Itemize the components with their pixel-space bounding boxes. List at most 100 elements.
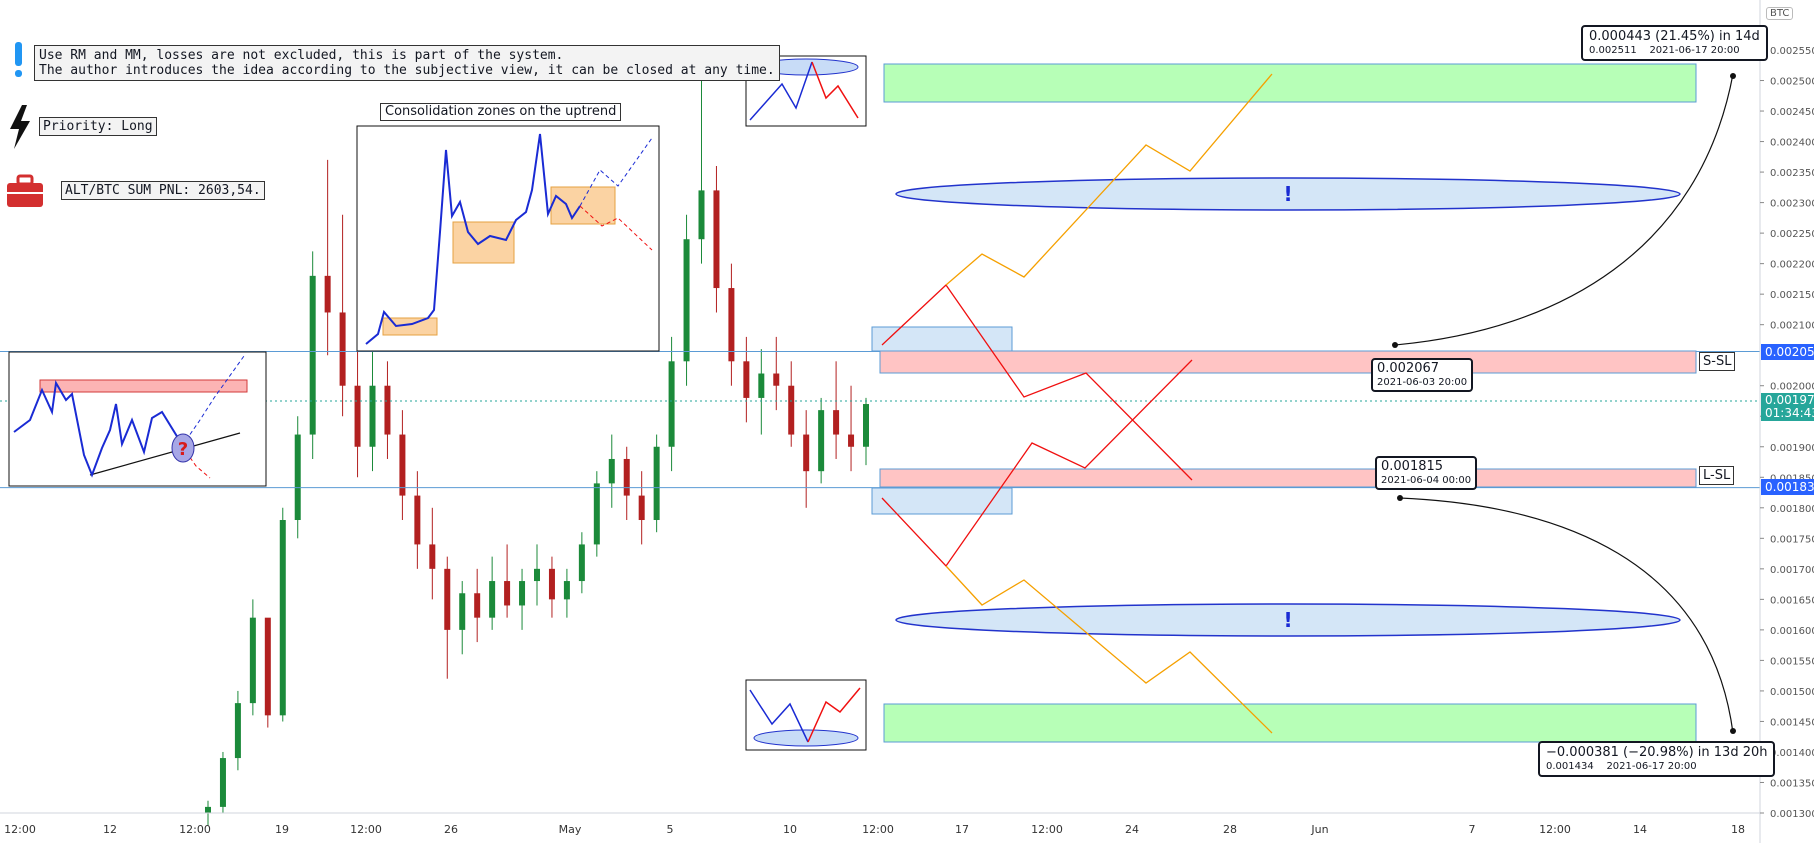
y-tick-label: 0.001600	[1770, 626, 1814, 637]
candle-body	[444, 568, 451, 630]
candle-body	[653, 446, 660, 521]
inset-frame	[8, 351, 267, 487]
inset-price-path	[13, 380, 183, 478]
candle-body	[324, 275, 331, 313]
y-tick-label: 0.002500	[1770, 77, 1814, 88]
candle-body	[384, 385, 391, 435]
short-entry-zone	[871, 326, 1013, 352]
candle-body	[249, 617, 256, 704]
s-sl-price-tag: 0.002056	[1761, 344, 1814, 360]
l-sl-label[interactable]: L-SL	[1699, 466, 1735, 485]
start-low-callout[interactable]: 0.001815 2021-06-04 00:00	[1375, 456, 1478, 490]
candle-body	[205, 806, 211, 813]
lower-exclaim-marker: !	[1283, 608, 1292, 632]
question-icon: ?	[178, 439, 188, 460]
downside-projection-arc	[1399, 497, 1734, 734]
candle-body	[504, 581, 511, 606]
candle-body	[833, 410, 840, 435]
candle-body	[638, 495, 645, 521]
upper-exclaim-marker: !	[1283, 182, 1292, 206]
candle-body	[608, 458, 615, 484]
candle-body	[489, 581, 496, 618]
x-tick-label: 24	[1125, 823, 1139, 836]
bear-target-path	[945, 565, 1273, 734]
short-scenario-path	[881, 284, 1193, 481]
target-down-callout[interactable]: −0.000381 (−20.98%) in 13d 20h 0.001434 …	[1538, 741, 1776, 777]
candle-body	[593, 483, 600, 545]
x-tick-label: 12:00	[179, 823, 211, 836]
x-tick-label: 14	[1633, 823, 1647, 836]
bear-pattern-legend	[745, 679, 867, 751]
x-tick-label: 12	[103, 823, 117, 836]
y-tick-label: 0.001700	[1770, 565, 1814, 576]
bar-countdown: 01:34:43	[1765, 406, 1814, 420]
drawings-layer: !!?	[0, 55, 1760, 751]
y-tick-label: 0.001800	[1770, 504, 1814, 515]
target-down-detail: 0.001434 2021-06-17 20:00	[1546, 761, 1697, 772]
candle-body	[519, 581, 526, 606]
x-tick-label: May	[559, 823, 582, 836]
candle-body	[459, 593, 466, 630]
x-tick-label: 28	[1223, 823, 1237, 836]
price-axis: 0.002550 0.002500 0.002450 0.002400 0.002350…	[1759, 0, 1814, 843]
y-tick-label: 0.001750	[1770, 534, 1814, 545]
long-scenario-path	[881, 359, 1193, 568]
pnl-note[interactable]: ALT/BTC SUM PNL: 2603,54.	[61, 181, 265, 200]
s-sl-zone	[879, 350, 1697, 374]
target-up-change: 0.000443 (21.45%) in 14d	[1589, 29, 1760, 44]
y-tick-label: 0.001300	[1770, 809, 1814, 820]
target-up-callout[interactable]: 0.000443 (21.45%) in 14d 0.002511 2021-0…	[1581, 25, 1768, 61]
start-high-callout[interactable]: 0.002067 2021-06-03 20:00	[1371, 358, 1474, 392]
inset-up-projection	[579, 137, 653, 207]
x-tick-label: 7	[1469, 823, 1476, 836]
lightning-icon	[10, 105, 30, 149]
current-price-value: 0.001975	[1765, 393, 1814, 407]
y-tick-label: 0.002150	[1770, 290, 1814, 301]
y-tick-label: 0.002000	[1770, 382, 1814, 393]
priority-note[interactable]: Priority: Long	[39, 117, 157, 136]
start-low-date: 2021-06-04 00:00	[1381, 475, 1472, 486]
x-tick-label: 12:00	[862, 823, 894, 836]
candle-body	[563, 581, 570, 600]
briefcase-icon	[7, 174, 43, 207]
inset-title: Consolidation zones on the uptrend	[380, 103, 622, 121]
candle-body	[414, 495, 421, 545]
upside-end-dot	[1730, 73, 1736, 79]
upside-projection-arc	[1394, 73, 1734, 346]
candle-body	[264, 617, 271, 716]
y-tick-label: 0.001900	[1770, 443, 1814, 454]
legend-blue-path	[749, 689, 809, 743]
inset-up-projection	[181, 355, 245, 447]
current-price-tag: 0.001975 01:34:43	[1761, 393, 1814, 421]
target-up-detail: 0.002511 2021-06-17 20:00	[1589, 45, 1740, 56]
candle-body	[578, 544, 585, 582]
candle-body	[683, 239, 690, 362]
disclaimer-note[interactable]: Use RM and MM, losses are not excluded, …	[34, 45, 780, 81]
downside-end-dot	[1730, 728, 1736, 734]
inset-zone-1	[382, 317, 438, 336]
s-sl-label[interactable]: S-SL	[1699, 352, 1736, 371]
y-tick-label: 0.002100	[1770, 321, 1814, 332]
currency-badge[interactable]: BTC	[1766, 7, 1794, 20]
y-tick-label: 0.001650	[1770, 595, 1814, 606]
time-axis: 12:00 12 12:00 19 12:00 26 May 5 10 12:00 17 12:00 2…	[0, 812, 1760, 836]
x-tick-label: 12:00	[1031, 823, 1063, 836]
y-tick-label: 0.002250	[1770, 229, 1814, 240]
inset-support-line	[89, 432, 241, 476]
lower-ellipse	[895, 603, 1681, 637]
y-tick-label: 0.001550	[1770, 656, 1814, 667]
legend-blue-path	[749, 61, 813, 121]
candle-body	[818, 410, 825, 472]
y-tick-label: 0.002350	[1770, 168, 1814, 179]
question-marker-ellipse	[171, 433, 195, 463]
candle-body	[294, 434, 301, 521]
disclaimer-line-1: Use RM and MM, losses are not excluded, …	[39, 48, 564, 63]
candle-body	[863, 404, 869, 447]
x-tick-label: 26	[444, 823, 458, 836]
inset-resistance-zone	[39, 379, 248, 393]
x-tick-label: Jun	[1310, 823, 1328, 836]
target-down-change: −0.000381 (−20.98%) in 13d 20h	[1546, 745, 1768, 760]
legend-red-path	[811, 61, 859, 119]
y-tick-label: 0.002300	[1770, 199, 1814, 210]
